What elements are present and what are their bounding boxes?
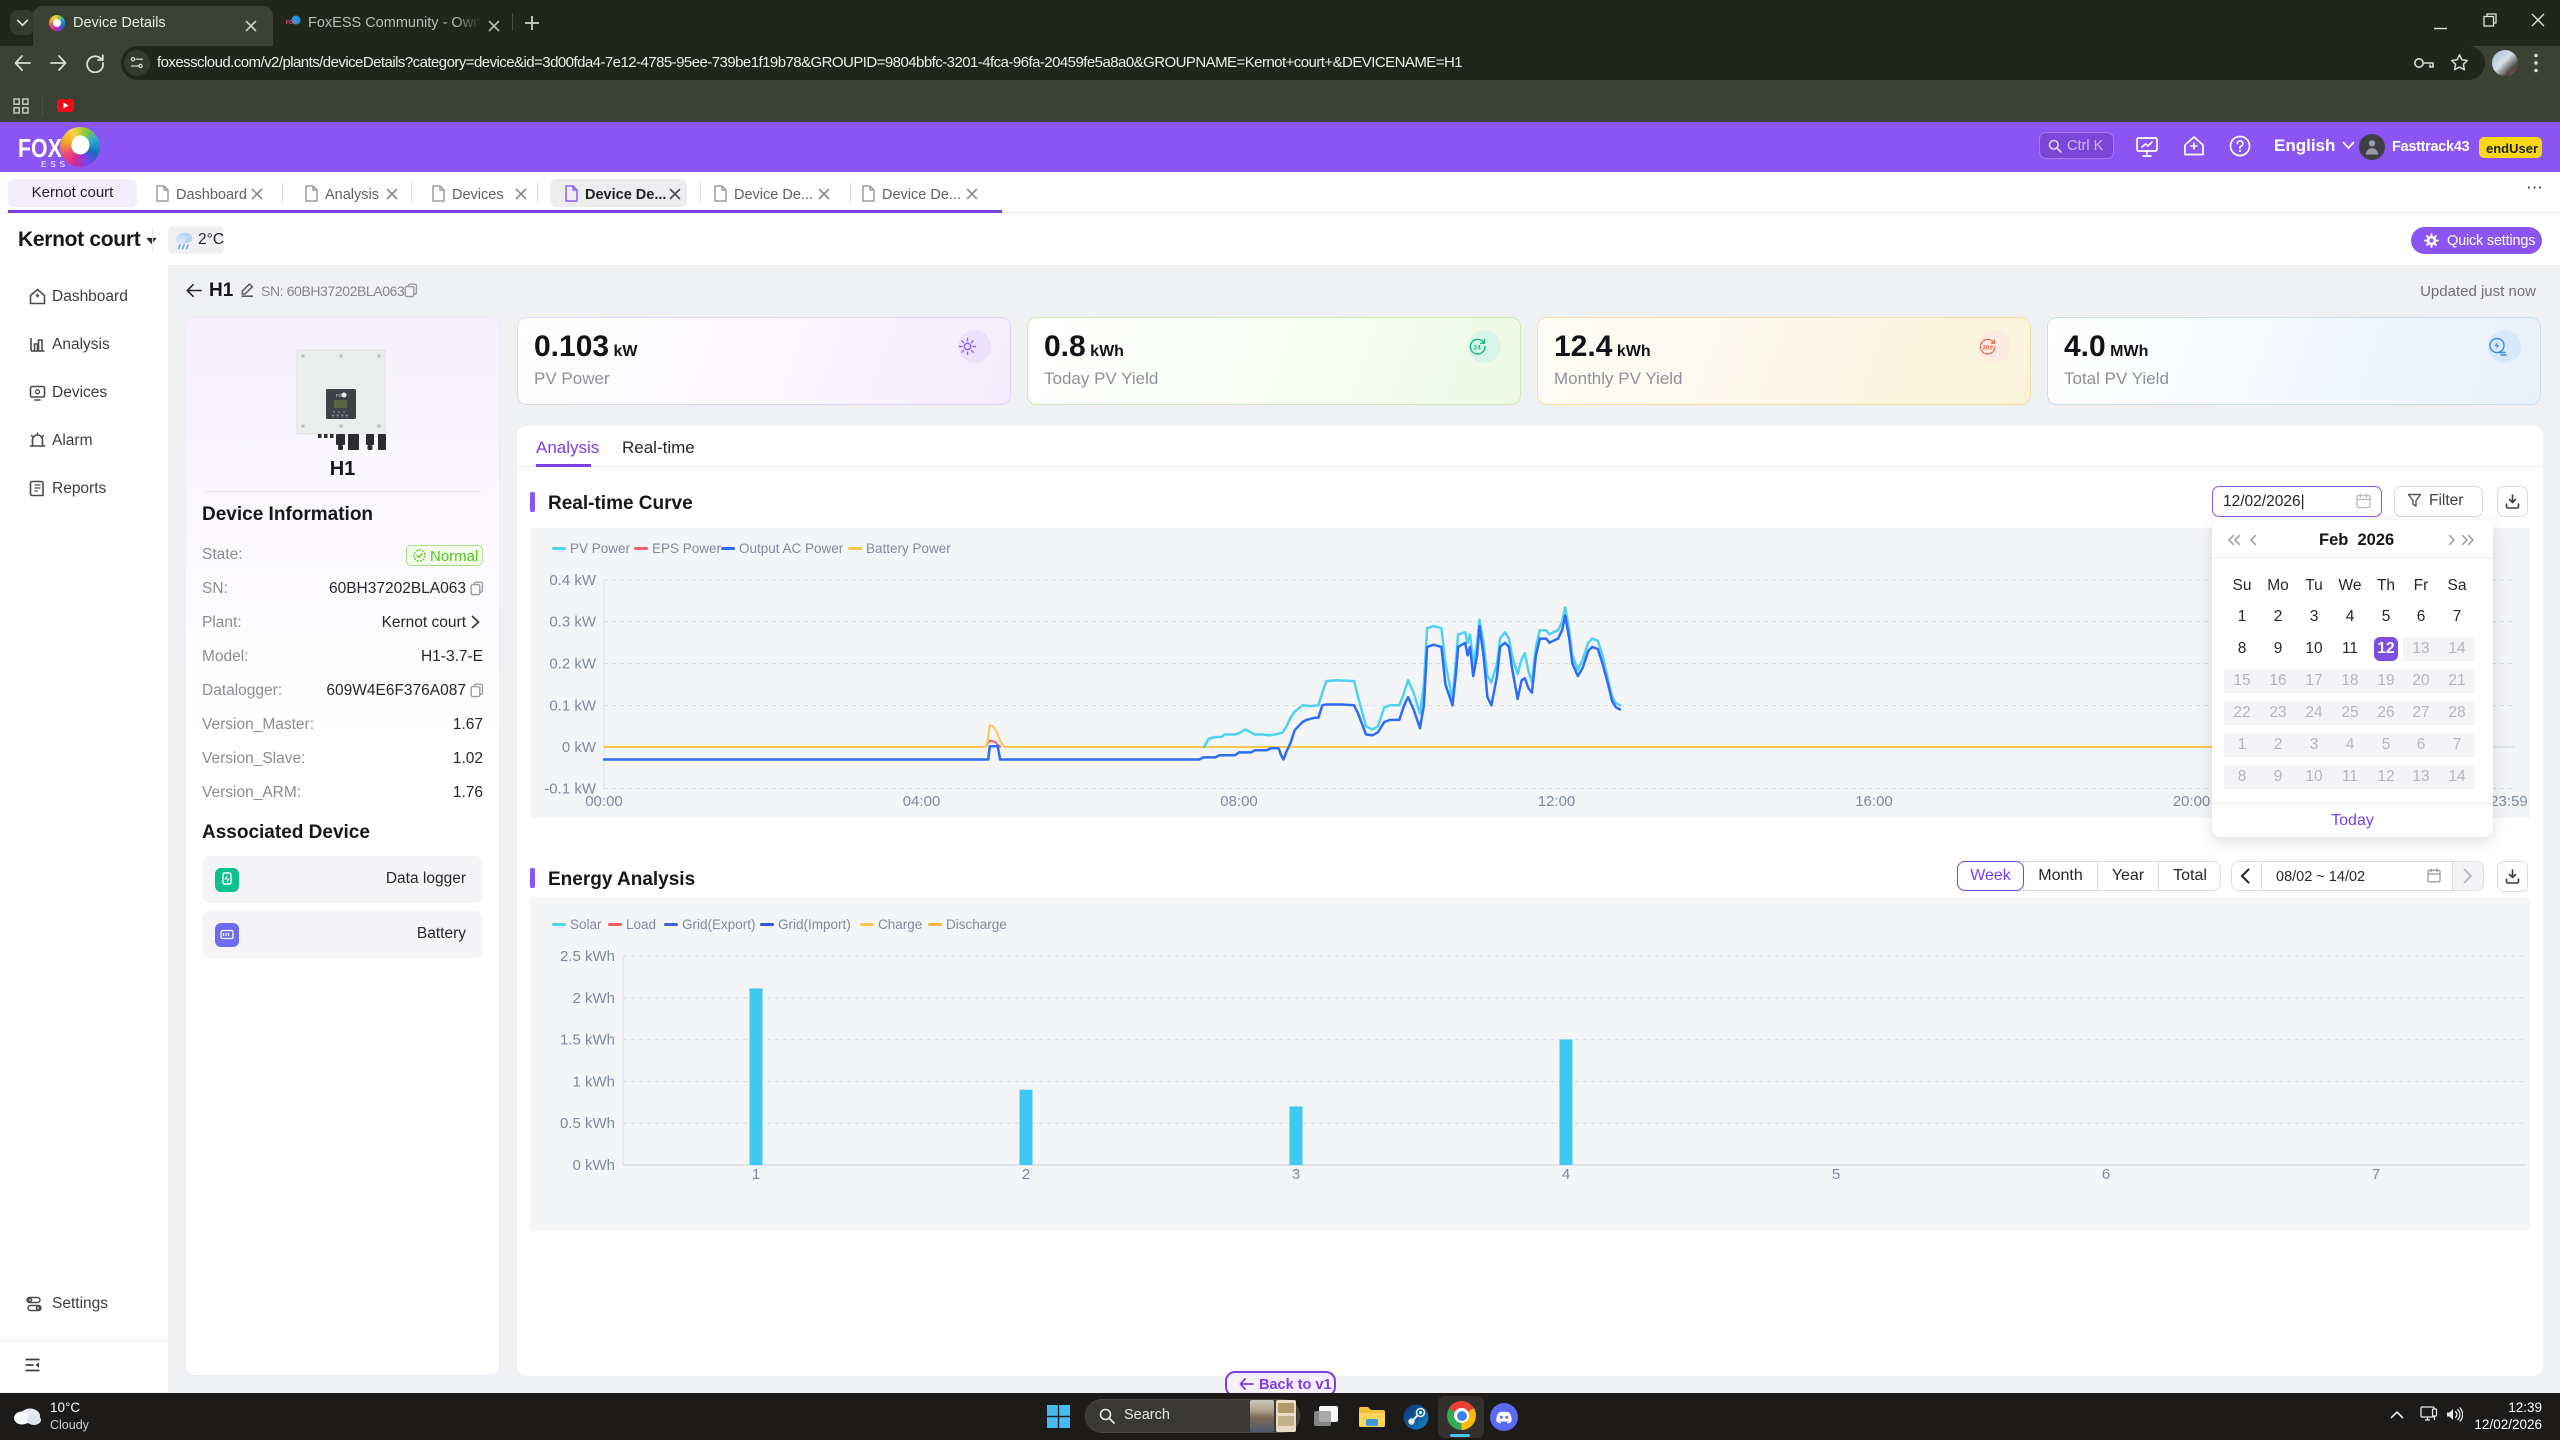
svg-text:Grid(Import): Grid(Import) [778,917,851,932]
svg-text:6: 6 [2102,1166,2110,1183]
svg-text:EPS Power: EPS Power [652,541,722,556]
svg-text:0 kWh: 0 kWh [572,1157,615,1174]
svg-text:08:00: 08:00 [1220,793,1258,810]
svg-text:Output AC Power: Output AC Power [739,541,844,556]
svg-text:30d: 30d [1983,346,1994,352]
svg-text:1: 1 [752,1166,760,1183]
svg-text:12:00: 12:00 [1538,793,1576,810]
svg-text:2.5 kWh: 2.5 kWh [560,948,615,965]
svg-text:PV Power: PV Power [570,541,631,556]
svg-text:Load: Load [626,917,656,932]
svg-text:4: 4 [1562,1166,1570,1183]
svg-text:FOX: FOX [336,393,345,398]
svg-text:2 kWh: 2 kWh [572,990,615,1007]
svg-text:0.2 kW: 0.2 kW [549,656,597,673]
svg-text:5: 5 [1832,1166,1840,1183]
svg-text:FOX: FOX [286,20,297,26]
svg-text:Grid(Export): Grid(Export) [682,917,756,932]
svg-text:20:00: 20:00 [2173,793,2211,810]
svg-text:0.3 kW: 0.3 kW [549,614,597,631]
svg-text:04:00: 04:00 [903,793,941,810]
svg-text:0.4 kW: 0.4 kW [549,572,597,589]
svg-text:24: 24 [1474,345,1482,352]
svg-text:0.1 kW: 0.1 kW [549,698,597,715]
svg-text:16:00: 16:00 [1855,793,1893,810]
svg-text:7: 7 [2372,1166,2380,1183]
svg-text:0 kW: 0 kW [562,739,597,756]
svg-text:0.5 kWh: 0.5 kWh [560,1115,615,1132]
svg-text:23:59: 23:59 [2490,793,2528,810]
svg-text:00:00: 00:00 [585,793,623,810]
svg-text:1 kWh: 1 kWh [572,1074,615,1091]
svg-text:3: 3 [1292,1166,1300,1183]
svg-text:1.5 kWh: 1.5 kWh [560,1032,615,1049]
svg-text:-0.1 kW: -0.1 kW [544,781,597,798]
svg-text:2: 2 [1022,1166,1030,1183]
svg-text:Battery Power: Battery Power [866,541,951,556]
svg-text:Solar: Solar [570,917,602,932]
svg-text:Charge: Charge [878,917,922,932]
svg-text:Discharge: Discharge [946,917,1007,932]
